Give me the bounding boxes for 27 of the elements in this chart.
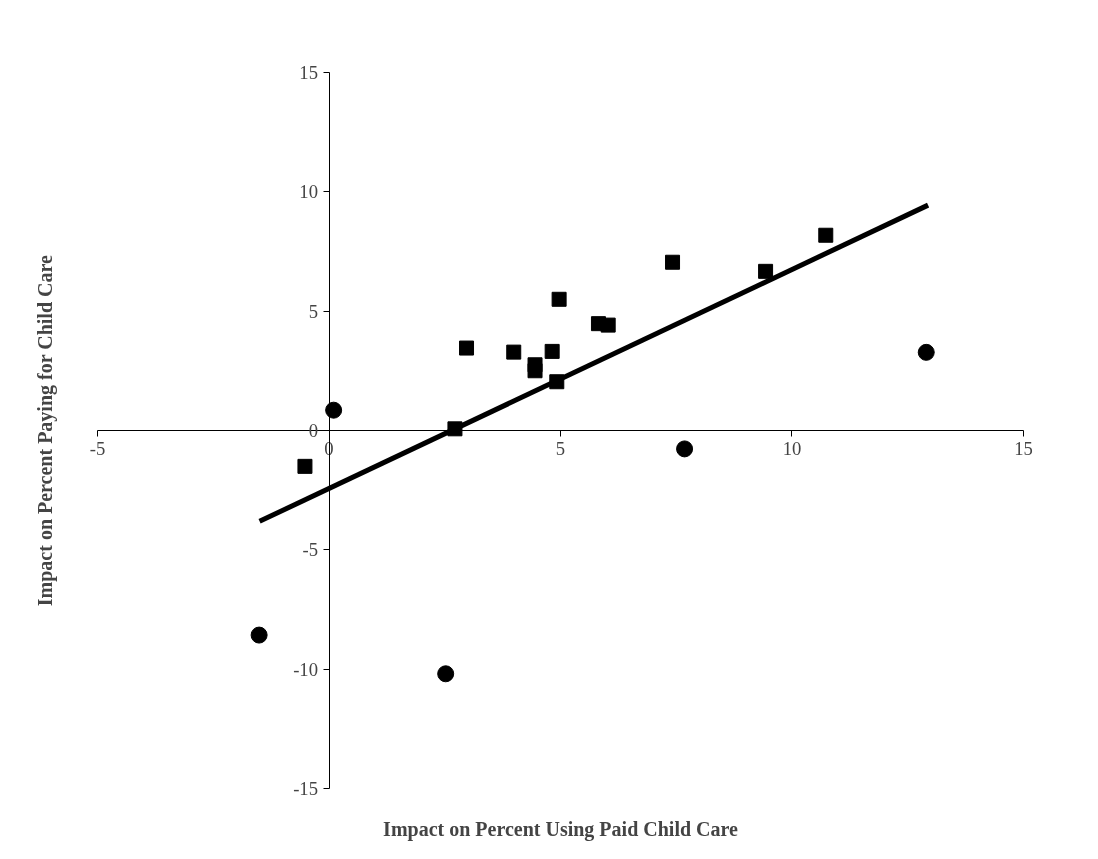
point [551, 291, 567, 307]
point [665, 254, 681, 270]
x-tick-label: 10 [782, 437, 802, 459]
point [818, 227, 834, 243]
y-tick-label: -10 [293, 658, 319, 680]
x-tick-label: 5 [555, 437, 566, 459]
point [325, 401, 343, 419]
point [676, 440, 694, 458]
x-tick-label: 15 [1014, 437, 1033, 459]
point [544, 343, 560, 359]
point [297, 458, 313, 474]
y-tick-label: 15 [299, 61, 319, 83]
point [758, 263, 774, 279]
y-axis-title: Impact on Percent Paying for Child Care [33, 255, 57, 607]
y-tick-label: 5 [308, 300, 319, 322]
point [250, 626, 268, 644]
point [459, 340, 475, 356]
y-tick-label: 10 [299, 181, 319, 203]
point [917, 343, 935, 361]
x-axis-title: Impact on Percent Using Paid Child Care [383, 817, 739, 841]
x-tick-label: -5 [89, 437, 106, 459]
point [506, 344, 522, 360]
point [600, 317, 616, 333]
point [527, 363, 543, 379]
point [437, 665, 455, 683]
y-tick-label: -5 [302, 539, 319, 561]
y-tick-label: -15 [293, 778, 319, 800]
